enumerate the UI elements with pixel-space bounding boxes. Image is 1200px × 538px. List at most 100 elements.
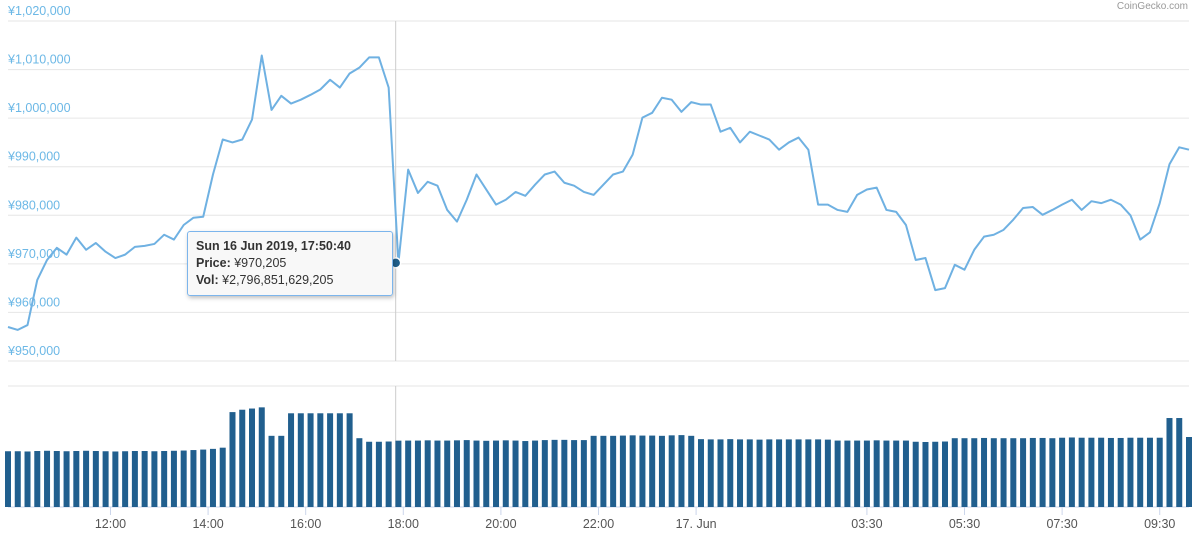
volume-bar [932,441,939,507]
volume-bar [112,451,119,507]
volume-bar [170,450,177,507]
volume-bar [249,408,256,507]
volume-bar [795,439,802,507]
volume-bar [278,435,285,507]
volume-bar [502,440,509,507]
volume-bar [180,450,187,507]
volume-bar [161,451,168,507]
volume-bar [24,451,31,507]
volume-bar [873,440,880,507]
volume-bar [805,439,812,507]
volume-bar [385,441,392,507]
volume-bar [639,435,646,507]
volume-bar [1010,438,1017,507]
tooltip-label: Vol: [196,273,219,287]
volume-bar [902,440,909,507]
volume-bar [190,450,197,507]
x-tick-label: 18:00 [388,517,419,531]
volume-bar [229,412,236,507]
volume-bar [473,440,480,507]
volume-bar [571,440,578,507]
volume-bar [776,439,783,507]
volume-bar [1049,438,1056,507]
volume-bar [532,440,539,507]
volume-bar [1127,437,1134,507]
volume-bar [444,440,451,507]
volume-bar [561,439,568,507]
price-line [7,54,1190,331]
volume-bar [717,439,724,507]
volume-bar [1166,418,1173,507]
tooltip-label: Price: [196,256,231,270]
volume-bar [424,440,431,507]
volume-bar [317,413,324,507]
volume-bar [288,413,295,507]
volume-bar [122,451,129,507]
y-tick-label: ¥960,000 [7,295,60,309]
volume-bar [1146,437,1153,507]
x-tick-label: 03:30 [851,517,882,531]
volume-bar [141,451,148,507]
volume-bar [14,451,21,507]
volume-bar [102,451,109,507]
volume-bar [434,440,441,507]
x-tick-label: 22:00 [583,517,614,531]
volume-bar [971,438,978,507]
volume-bar [951,438,958,507]
credit: CoinGecko.com [1117,1,1188,12]
x-tick-label: 16:00 [290,517,321,531]
volume-bar [815,439,822,507]
volume-bar [541,440,548,507]
volume-bar [1000,438,1007,507]
volume-bar [73,451,80,507]
volume-bar [327,413,334,507]
tooltip-value: ¥2,796,851,629,205 [222,273,334,287]
volume-bar [1107,437,1114,507]
x-tick-label: 20:00 [485,517,516,531]
x-tick-label: 17. Jun [676,517,717,531]
y-tick-label: ¥1,020,000 [7,4,71,18]
volume-bar [658,435,665,507]
volume-bar [512,440,519,507]
volume-bar [53,451,60,507]
volume-bar [366,441,373,507]
volume-bar [883,440,890,507]
volume-bar [356,438,363,507]
y-tick-label: ¥980,000 [7,198,60,212]
volume-bar [453,440,460,507]
volume-bar [346,413,353,507]
volume-bar [463,440,470,507]
volume-bar [1088,437,1095,507]
x-tick-label: 05:30 [949,517,980,531]
volume-bar [746,439,753,507]
volume-bar [405,440,412,507]
volume-bar [551,439,558,507]
volume-bar [600,435,607,507]
volume-bar [834,440,841,507]
volume-bar [766,439,773,507]
volume-bar [1137,437,1144,507]
volume-bar [483,440,490,507]
volume-bar [92,451,99,507]
volume-bar [785,439,792,507]
volume-bar [200,449,207,507]
volume-bar [307,413,314,507]
y-tick-label: ¥970,000 [7,247,60,261]
volume-bar [34,451,41,507]
volume-bar [5,451,11,507]
volume-bar [209,448,216,507]
y-tick-label: ¥950,000 [7,344,60,358]
volume-bar [83,450,90,507]
volume-bar [854,440,861,507]
y-tick-label: ¥990,000 [7,150,60,164]
volume-bar [1020,438,1027,507]
volume-bar [268,435,275,507]
volume-bar [737,439,744,507]
volume-bar [844,440,851,507]
y-tick-label: ¥1,010,000 [7,53,71,67]
volume-bar [239,409,246,507]
volume-bar [1068,437,1075,507]
